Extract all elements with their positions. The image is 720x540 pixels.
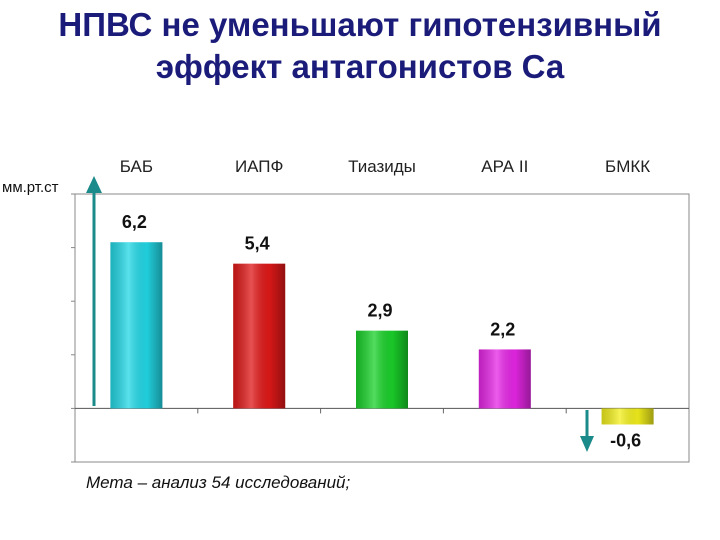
- data-label: 6,2: [122, 212, 147, 232]
- data-label: 2,9: [367, 301, 392, 321]
- bar-shading: [356, 330, 408, 409]
- increase-arrow-icon: [86, 176, 102, 406]
- bar-3: [356, 330, 408, 409]
- category-label: ИАПФ: [235, 157, 284, 176]
- data-label: 5,4: [245, 234, 270, 254]
- data-label: -0,6: [610, 430, 641, 450]
- title-line-1: НПВС не уменьшают гипотензивный: [58, 6, 662, 43]
- category-label: Тиазиды: [348, 157, 416, 176]
- data-label: 2,2: [490, 319, 515, 339]
- slide-title: НПВС не уменьшают гипотензивный эффект а…: [0, 4, 720, 88]
- y-axis-unit-label: мм.рт.ст: [2, 179, 59, 196]
- bar-shading: [233, 263, 286, 409]
- title-line-2: эффект антагонистов Са: [155, 48, 565, 85]
- category-label: АРА II: [481, 157, 528, 176]
- bar-4: [478, 349, 531, 409]
- bar-shading: [110, 242, 163, 409]
- decrease-arrow-icon: [580, 410, 594, 452]
- bar-1: [110, 242, 163, 409]
- category-label: БАБ: [120, 157, 153, 176]
- bar-5: [601, 408, 654, 425]
- bar-shading: [601, 408, 654, 425]
- bar-2: [233, 263, 286, 409]
- footnote: Мета – анализ 54 исследований;: [86, 473, 350, 492]
- plot-area: [74, 193, 690, 463]
- bar-shading: [478, 349, 531, 409]
- category-label: БМКК: [605, 157, 650, 176]
